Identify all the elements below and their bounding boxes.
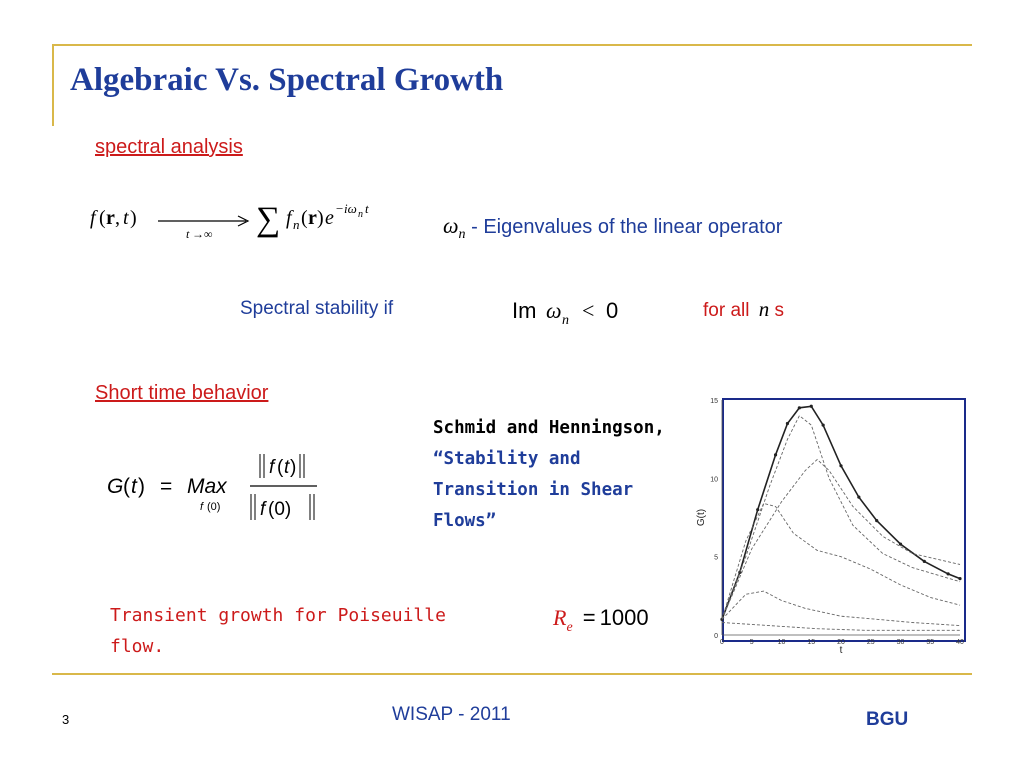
svg-text:(: (	[301, 207, 308, 229]
left-rule	[52, 44, 54, 126]
svg-text:t: t	[186, 227, 190, 241]
svg-text:<: <	[582, 298, 594, 323]
x-tick-label: 5	[750, 639, 754, 646]
y-axis-label: G(t)	[696, 509, 707, 526]
bottom-rule	[52, 673, 972, 675]
slide-title: Algebraic Vs. Spectral Growth	[70, 62, 504, 98]
svg-text:(0): (0)	[268, 499, 291, 520]
x-tick-label: 10	[778, 639, 786, 646]
stability-label: Spectral stability if	[240, 298, 394, 319]
svg-text:f: f	[200, 501, 204, 513]
x-axis-label: t	[840, 645, 843, 655]
short-time-heading: Short time behavior	[95, 382, 269, 404]
svg-text:(: (	[99, 207, 106, 229]
citation-block: Schmid and Henningson, “Stability and Tr…	[433, 413, 683, 537]
svg-text:r: r	[308, 207, 317, 229]
eigenvalue-note: ωn - Eigenvalues of the linear operator	[443, 213, 783, 242]
citation-title: “Stability and Transition in Shear Flows…	[433, 449, 634, 531]
svg-text:n: n	[293, 217, 300, 232]
for-all-note: for all n s	[703, 297, 785, 321]
svg-text:t: t	[131, 475, 138, 498]
svg-text:(0): (0)	[207, 501, 220, 513]
reynolds-value: 1000	[599, 605, 649, 630]
data-point	[809, 404, 813, 408]
data-point	[756, 508, 760, 512]
svg-text:): )	[138, 475, 145, 498]
data-point	[821, 423, 825, 427]
svg-text:,: ,	[115, 207, 120, 229]
spectral-analysis-heading: spectral analysis	[95, 136, 243, 158]
growth-function-formula: G ( t ) = Max f (0) f ( t ) f (0)	[107, 454, 317, 520]
svg-text:ω: ω	[546, 298, 562, 323]
svg-text:f: f	[269, 457, 276, 478]
plural-s: s	[774, 300, 785, 321]
svg-text:t: t	[365, 201, 369, 216]
growth-plot-frame	[722, 398, 966, 642]
svg-text:f: f	[260, 499, 267, 520]
svg-text:n: n	[358, 209, 363, 220]
y-tick-label: 5	[714, 555, 718, 562]
x-tick-label: 30	[897, 639, 905, 646]
data-point	[797, 406, 801, 410]
svg-text:(: (	[123, 475, 130, 498]
page-number: 3	[62, 712, 70, 727]
svg-text:r: r	[106, 207, 115, 229]
svg-text:=: =	[160, 475, 172, 498]
series-line-6	[721, 622, 960, 631]
x-tick-label: 40	[956, 639, 964, 646]
transient-growth-caption: Transient growth for Poiseuille flow.	[110, 605, 446, 657]
svg-text:): )	[290, 457, 296, 478]
svg-text:Max: Max	[187, 475, 228, 498]
data-point	[785, 421, 790, 426]
svg-text:n: n	[562, 313, 569, 328]
svg-text:(: (	[277, 457, 284, 478]
svg-text:f: f	[90, 207, 98, 229]
svg-text:−: −	[336, 201, 343, 216]
data-point	[922, 559, 926, 563]
x-tick-label: 35	[926, 639, 934, 646]
y-tick-label: 10	[710, 476, 718, 483]
x-tick-label: 0	[720, 639, 724, 646]
stability-condition: Im ω n < 0	[512, 298, 618, 328]
svg-text:Im: Im	[512, 298, 536, 323]
series-line-3	[721, 458, 961, 620]
series-line-4	[721, 502, 961, 620]
svg-text:∑: ∑	[256, 201, 280, 238]
svg-text:G: G	[107, 475, 123, 498]
svg-text:0: 0	[606, 298, 618, 323]
svg-text:e: e	[325, 207, 334, 229]
svg-text:): )	[130, 207, 137, 229]
citation-authors: Schmid and Henningson,	[433, 418, 665, 438]
y-tick-label: 0	[714, 633, 718, 640]
svg-text:→∞: →∞	[192, 227, 213, 241]
svg-text:t: t	[123, 207, 129, 229]
svg-text:f: f	[286, 207, 294, 229]
top-rule	[52, 44, 972, 46]
x-tick-label: 25	[867, 639, 875, 646]
svg-text:t: t	[284, 457, 290, 478]
eigenvalue-text: - Eigenvalues of the linear operator	[471, 216, 783, 238]
svg-text:): )	[317, 207, 324, 229]
series-line-5	[721, 590, 961, 627]
svg-text:iω: iω	[344, 201, 357, 216]
data-point	[857, 495, 861, 499]
growth-plot: 0 5 10 15 20 25 30 35 40 0 5 10 15 t G(t)	[696, 398, 964, 655]
series-line-2	[721, 415, 961, 620]
data-point	[958, 577, 962, 581]
footer-logo-text: BGU	[866, 709, 909, 730]
data-point	[898, 542, 903, 546]
data-point	[946, 572, 950, 576]
data-point	[773, 453, 778, 457]
data-point	[839, 464, 843, 468]
y-tick-label: 15	[710, 398, 718, 405]
data-point	[875, 519, 879, 523]
x-tick-label: 15	[807, 639, 815, 646]
series-line-1	[721, 405, 961, 620]
footer-conference: WISAP - 2011	[392, 704, 511, 725]
x-tick-label: 20	[837, 639, 845, 646]
for-all-text: for all	[703, 300, 750, 321]
modal-expansion-formula: f ( r , t ) t →∞ ∑ f n ( r ) e − iω n t	[90, 201, 369, 241]
reynolds-number: Re = 1000	[553, 605, 649, 635]
